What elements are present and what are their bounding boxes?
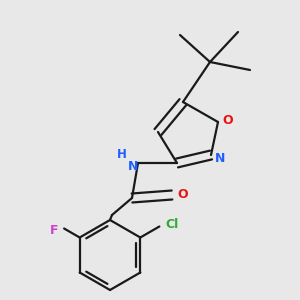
- Text: Cl: Cl: [166, 218, 179, 231]
- Text: O: O: [223, 113, 233, 127]
- Text: F: F: [50, 224, 58, 237]
- Text: N: N: [215, 152, 225, 164]
- Text: H: H: [117, 148, 127, 161]
- Text: N: N: [128, 160, 138, 172]
- Text: O: O: [178, 188, 188, 202]
